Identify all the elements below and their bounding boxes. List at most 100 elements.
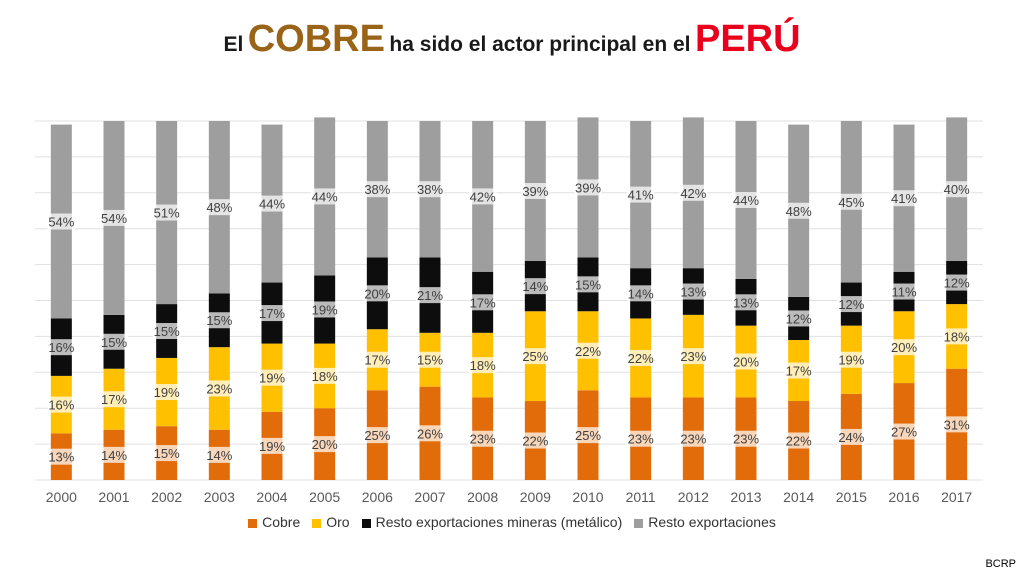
- data-label: 44%: [733, 193, 759, 208]
- data-label: 31%: [944, 417, 970, 432]
- data-label: 41%: [891, 191, 917, 206]
- legend-item: Oro: [312, 514, 350, 530]
- x-tick-label: 2001: [98, 489, 129, 505]
- data-label: 42%: [680, 186, 706, 201]
- legend-item: Cobre: [248, 514, 300, 530]
- data-label-bg: [784, 202, 813, 219]
- data-label-bg: [100, 333, 128, 350]
- data-label-bg: [574, 276, 602, 293]
- data-label: 20%: [312, 437, 338, 452]
- data-label-bg: [310, 367, 339, 384]
- data-label-bg: [732, 430, 760, 447]
- data-label-bg: [679, 283, 708, 300]
- data-label-bg: [363, 427, 392, 444]
- data-label-bg: [837, 351, 866, 368]
- data-label-bg: [363, 351, 392, 368]
- data-label-bg: [258, 195, 286, 212]
- data-label-bg: [942, 181, 971, 198]
- data-label: 19%: [312, 302, 338, 317]
- data-label: 44%: [259, 197, 285, 212]
- data-label-bg: [258, 305, 286, 322]
- x-tick-label: 2002: [151, 489, 182, 505]
- data-label-bg: [363, 285, 392, 302]
- data-label-bg: [416, 287, 444, 304]
- data-label: 22%: [575, 344, 601, 359]
- data-label: 16%: [48, 398, 74, 413]
- data-label-bg: [521, 348, 550, 365]
- data-label: 19%: [259, 371, 285, 386]
- x-tick-label: 2016: [888, 489, 919, 505]
- legend-swatch: [634, 518, 644, 528]
- data-label: 39%: [575, 180, 601, 195]
- data-label: 45%: [838, 195, 864, 210]
- x-tick-label: 2015: [836, 489, 867, 505]
- data-label: 25%: [575, 428, 601, 443]
- x-tick-label: 2011: [626, 489, 656, 505]
- data-label: 14%: [206, 448, 232, 463]
- data-label-bg: [521, 183, 550, 200]
- legend-label: Cobre: [262, 514, 301, 530]
- x-tick-label: 2013: [730, 489, 761, 505]
- legend-label: Resto exportaciones mineras (metálico): [375, 514, 623, 530]
- data-label: 19%: [838, 353, 864, 368]
- data-label-bg: [784, 362, 813, 379]
- source-label: BCRP: [985, 558, 1016, 570]
- data-label: 14%: [101, 448, 127, 463]
- data-label-bg: [890, 339, 918, 356]
- data-label: 20%: [891, 340, 917, 355]
- data-label: 40%: [944, 182, 970, 197]
- data-label-bg: [310, 301, 339, 318]
- data-label-bg: [732, 294, 760, 311]
- data-label: 13%: [733, 295, 759, 310]
- legend-swatch: [312, 518, 322, 528]
- data-label-bg: [205, 312, 234, 329]
- data-label-bg: [679, 430, 708, 447]
- data-label-bg: [152, 204, 181, 221]
- x-tick-label: 2004: [256, 489, 287, 505]
- data-label: 15%: [101, 335, 127, 350]
- data-label-bg: [310, 188, 339, 205]
- data-label: 12%: [838, 297, 864, 312]
- data-label-bg: [416, 351, 444, 368]
- data-label: 24%: [838, 430, 864, 445]
- data-label-bg: [152, 445, 181, 462]
- data-label: 12%: [944, 276, 970, 291]
- data-label: 25%: [522, 349, 548, 364]
- data-label-bg: [47, 396, 76, 413]
- legend-item: Resto exportaciones mineras (metálico): [361, 514, 623, 530]
- data-label-bg: [784, 432, 813, 449]
- title-part-cobre: COBRE: [247, 18, 385, 60]
- data-label: 14%: [628, 286, 654, 301]
- data-label-bg: [205, 199, 234, 216]
- data-label: 42%: [470, 189, 496, 204]
- title-part-middle: ha sido el actor principal en el: [389, 33, 691, 56]
- data-label: 18%: [470, 358, 496, 373]
- data-label-bg: [626, 186, 655, 203]
- data-label-bg: [152, 384, 181, 401]
- data-label-bg: [521, 432, 550, 449]
- x-tick-label: 2010: [572, 489, 603, 505]
- data-label-bg: [626, 349, 655, 366]
- x-tick-label: 2003: [204, 489, 235, 505]
- data-label: 23%: [206, 381, 232, 396]
- data-label-bg: [152, 323, 181, 340]
- data-label-bg: [100, 446, 128, 463]
- data-label-bg: [416, 425, 444, 442]
- data-label-bg: [837, 296, 866, 313]
- data-label: 23%: [733, 432, 759, 447]
- data-label: 41%: [628, 188, 654, 203]
- data-label: 11%: [891, 285, 916, 300]
- data-label-bg: [205, 446, 234, 463]
- x-tick-label: 2017: [941, 489, 972, 505]
- data-label: 39%: [522, 184, 548, 199]
- legend-label: Resto exportaciones: [648, 514, 776, 530]
- data-label: 14%: [522, 279, 548, 294]
- data-label-bg: [47, 448, 76, 465]
- data-label-bg: [521, 278, 550, 295]
- data-label: 48%: [786, 204, 812, 219]
- data-label-bg: [626, 430, 655, 447]
- title-part-el: El: [223, 33, 244, 56]
- chart-title: El COBRE ha sido el actor principal en e…: [0, 18, 1024, 61]
- data-label: 13%: [48, 450, 74, 465]
- data-label-bg: [837, 428, 866, 445]
